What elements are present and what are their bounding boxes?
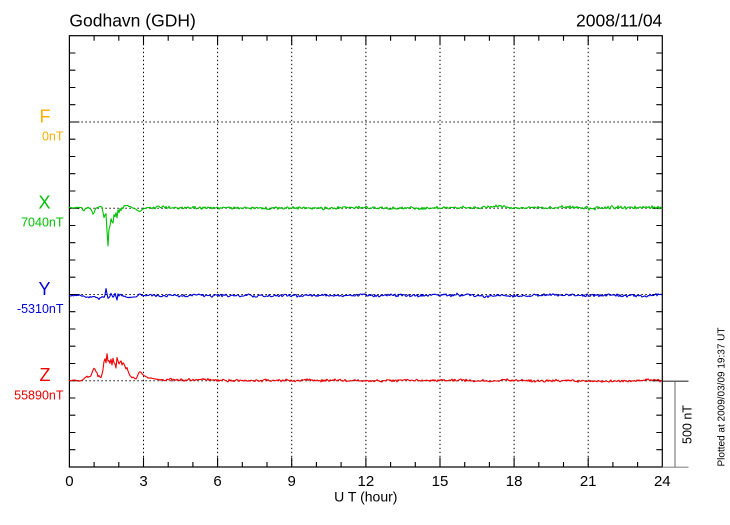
svg-text:3: 3 — [139, 473, 147, 490]
svg-text:Z: Z — [40, 365, 51, 385]
svg-text:F: F — [40, 106, 51, 126]
svg-text:18: 18 — [506, 473, 523, 490]
svg-text:15: 15 — [432, 473, 449, 490]
svg-text:6: 6 — [213, 473, 221, 490]
svg-text:12: 12 — [358, 473, 375, 490]
svg-text:0nT: 0nT — [42, 130, 64, 144]
svg-text:2008/11/04: 2008/11/04 — [576, 11, 663, 31]
svg-text:Plotted at 2009/03/09 19:37 UT: Plotted at 2009/03/09 19:37 UT — [717, 328, 728, 467]
svg-text:-5310nT: -5310nT — [17, 302, 64, 316]
svg-text:21: 21 — [580, 473, 597, 490]
svg-text:24: 24 — [654, 473, 671, 490]
svg-text:U T (hour): U T (hour) — [334, 489, 397, 505]
svg-text:55890nT: 55890nT — [14, 388, 64, 402]
svg-text:X: X — [38, 193, 50, 213]
svg-text:0: 0 — [65, 473, 73, 490]
svg-text:9: 9 — [288, 473, 296, 490]
svg-text:Y: Y — [38, 279, 50, 299]
svg-text:7040nT: 7040nT — [21, 216, 64, 230]
svg-text:Godhavn (GDH): Godhavn (GDH) — [69, 11, 195, 31]
svg-text:500 nT: 500 nT — [681, 405, 695, 444]
